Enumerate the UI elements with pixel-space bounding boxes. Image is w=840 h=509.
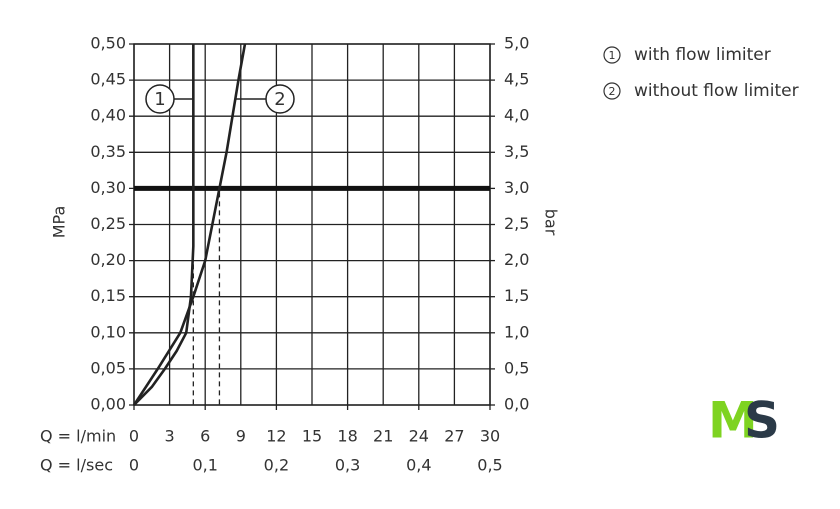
x-tick-label: 9 bbox=[236, 427, 246, 446]
y2-tick-label: 4,5 bbox=[504, 70, 529, 89]
y2-tick-label: 0,0 bbox=[504, 395, 529, 414]
y2-tick-label: 1,0 bbox=[504, 322, 529, 341]
x-tick-label: 3 bbox=[165, 427, 175, 446]
x-tick-label: 24 bbox=[409, 427, 429, 446]
callout-label: 1 bbox=[154, 89, 165, 110]
y2-tick-label: 3,0 bbox=[504, 178, 529, 197]
x-tick-label: 15 bbox=[302, 427, 322, 446]
x2-tick-label: 0,4 bbox=[406, 456, 431, 475]
callout-label: 2 bbox=[274, 89, 285, 110]
x2-tick-label: 0,1 bbox=[192, 456, 217, 475]
x2-tick-label: 0 bbox=[129, 456, 139, 475]
y2-tick-label: 4,0 bbox=[504, 106, 529, 125]
y2-tick-label: 5,0 bbox=[504, 34, 529, 53]
y-tick-label: 0,40 bbox=[90, 106, 126, 125]
y-tick-label: 0,15 bbox=[90, 286, 126, 305]
y-tick-label: 0,10 bbox=[90, 322, 126, 341]
y-tick-label: 0,45 bbox=[90, 70, 126, 89]
x-tick-label: 27 bbox=[444, 427, 464, 446]
y-tick-label: 0,50 bbox=[90, 34, 126, 53]
logo-m: M bbox=[708, 392, 758, 450]
y2-tick-label: 2,0 bbox=[504, 250, 529, 269]
x-tick-label: 6 bbox=[200, 427, 210, 446]
legend-label: with flow limiter bbox=[634, 45, 771, 65]
y-tick-label: 0,20 bbox=[90, 250, 126, 269]
y-tick-label: 0,25 bbox=[90, 214, 126, 233]
x-tick-label: 18 bbox=[337, 427, 357, 446]
x2-tick-label: 0,3 bbox=[335, 456, 360, 475]
x-tick-label: 12 bbox=[266, 427, 286, 446]
series-line bbox=[132, 43, 247, 406]
logo-s: S bbox=[744, 392, 780, 450]
x-tick-label: 30 bbox=[480, 427, 500, 446]
callout-circle bbox=[145, 84, 175, 114]
y-tick-label: 0,30 bbox=[90, 178, 126, 197]
legend-marker: 2 bbox=[609, 85, 616, 98]
x-tick-label: 0 bbox=[129, 427, 139, 446]
series-line bbox=[133, 44, 195, 406]
y2-axis-label: bar bbox=[542, 209, 561, 236]
y2-tick-label: 1,5 bbox=[504, 286, 529, 305]
legend-circle bbox=[603, 82, 621, 100]
y-tick-label: 0,35 bbox=[90, 142, 126, 161]
x-axis-label: Q = l/min bbox=[40, 427, 116, 446]
legend-circle bbox=[603, 46, 621, 64]
x-tick-label: 21 bbox=[373, 427, 393, 446]
x2-axis-label: Q = l/sec bbox=[40, 456, 113, 475]
y2-tick-label: 2,5 bbox=[504, 214, 529, 233]
y-tick-label: 0,05 bbox=[90, 358, 126, 377]
callout-circle bbox=[265, 84, 295, 114]
legend-label: without flow limiter bbox=[634, 81, 799, 101]
legend-marker: 1 bbox=[609, 49, 616, 62]
x2-tick-label: 0,2 bbox=[264, 456, 289, 475]
y2-tick-label: 3,5 bbox=[504, 142, 529, 161]
y-axis-label: MPa bbox=[50, 206, 69, 239]
y-tick-label: 0,00 bbox=[90, 395, 126, 414]
x2-tick-label: 0,5 bbox=[477, 456, 502, 475]
plot-frame bbox=[133, 43, 491, 406]
y2-tick-label: 0,5 bbox=[504, 358, 529, 377]
